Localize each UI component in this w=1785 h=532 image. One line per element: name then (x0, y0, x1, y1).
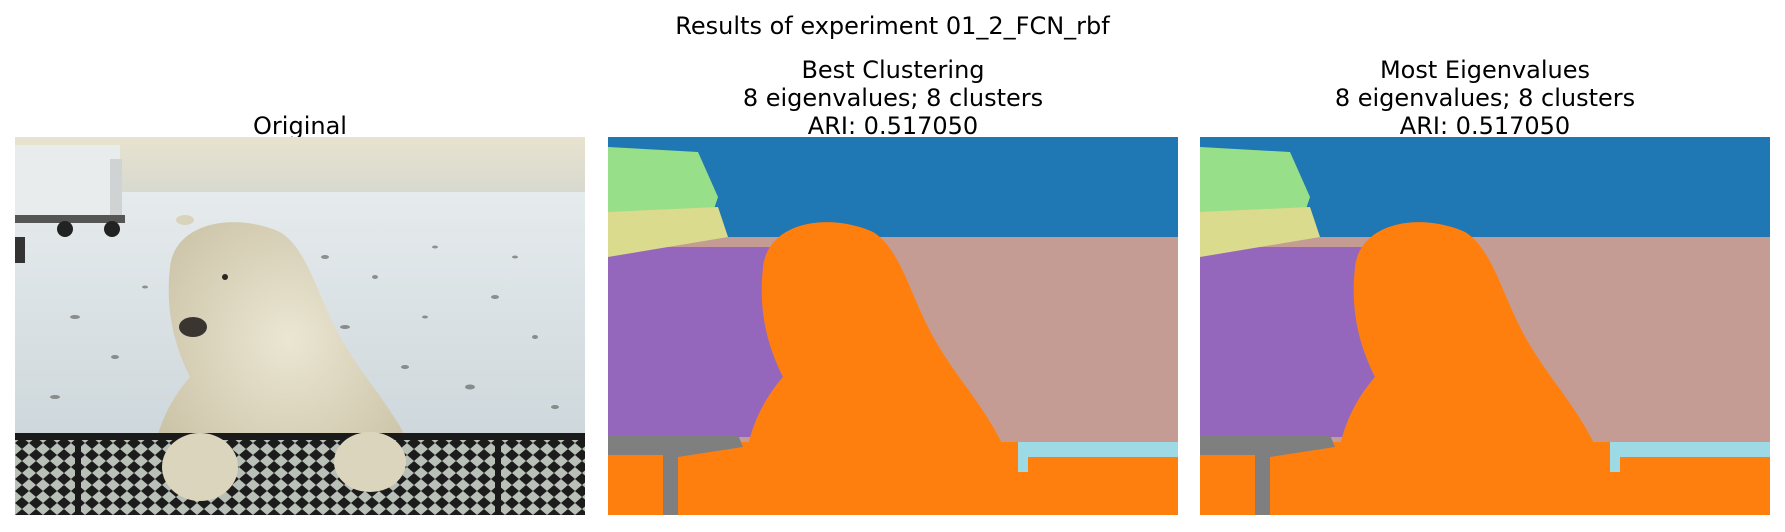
segmentation-map (608, 137, 1178, 515)
original-photo (15, 137, 585, 515)
panel-title-line-1: Original (253, 112, 347, 140)
figure-suptitle: Results of experiment 01_2_FCN_rbf (675, 12, 1110, 40)
panel-title-line-2: 8 eigenvalues; 8 clusters (742, 84, 1044, 112)
panel-title: Most Eigenvalues 8 eigenvalues; 8 cluste… (1200, 56, 1770, 140)
panel-title-line-1: Best Clustering (801, 56, 985, 84)
panel-best-clustering: Best Clustering 8 eigenvalues; 8 cluster… (608, 0, 1178, 532)
panel-title: Original (15, 112, 585, 140)
segment-bear (1028, 457, 1178, 515)
segment-fence-frame (1200, 435, 1335, 515)
panel-title-line-3: ARI: 0.517050 (807, 112, 979, 140)
panel-title: Best Clustering 8 eigenvalues; 8 cluster… (608, 56, 1178, 140)
panel-title-line-2: 8 eigenvalues; 8 clusters (1334, 84, 1636, 112)
panel-most-eigenvalues: Most Eigenvalues 8 eigenvalues; 8 cluste… (1200, 0, 1770, 532)
segment-bear (1336, 222, 1610, 515)
segment-fence-frame (608, 435, 743, 515)
panel-title-line-3: ARI: 0.517050 (1399, 112, 1571, 140)
panel-title-line-1: Most Eigenvalues (1379, 56, 1591, 84)
segment-vehicle (1200, 147, 1310, 217)
segmentation-map (1200, 137, 1770, 515)
segment-bear (1620, 457, 1770, 515)
segment-bear (744, 222, 1018, 515)
segment-vehicle-base (1200, 207, 1320, 257)
panel-original: Original (15, 0, 585, 532)
segment-vehicle-base (608, 207, 728, 257)
segment-vehicle (608, 147, 718, 217)
